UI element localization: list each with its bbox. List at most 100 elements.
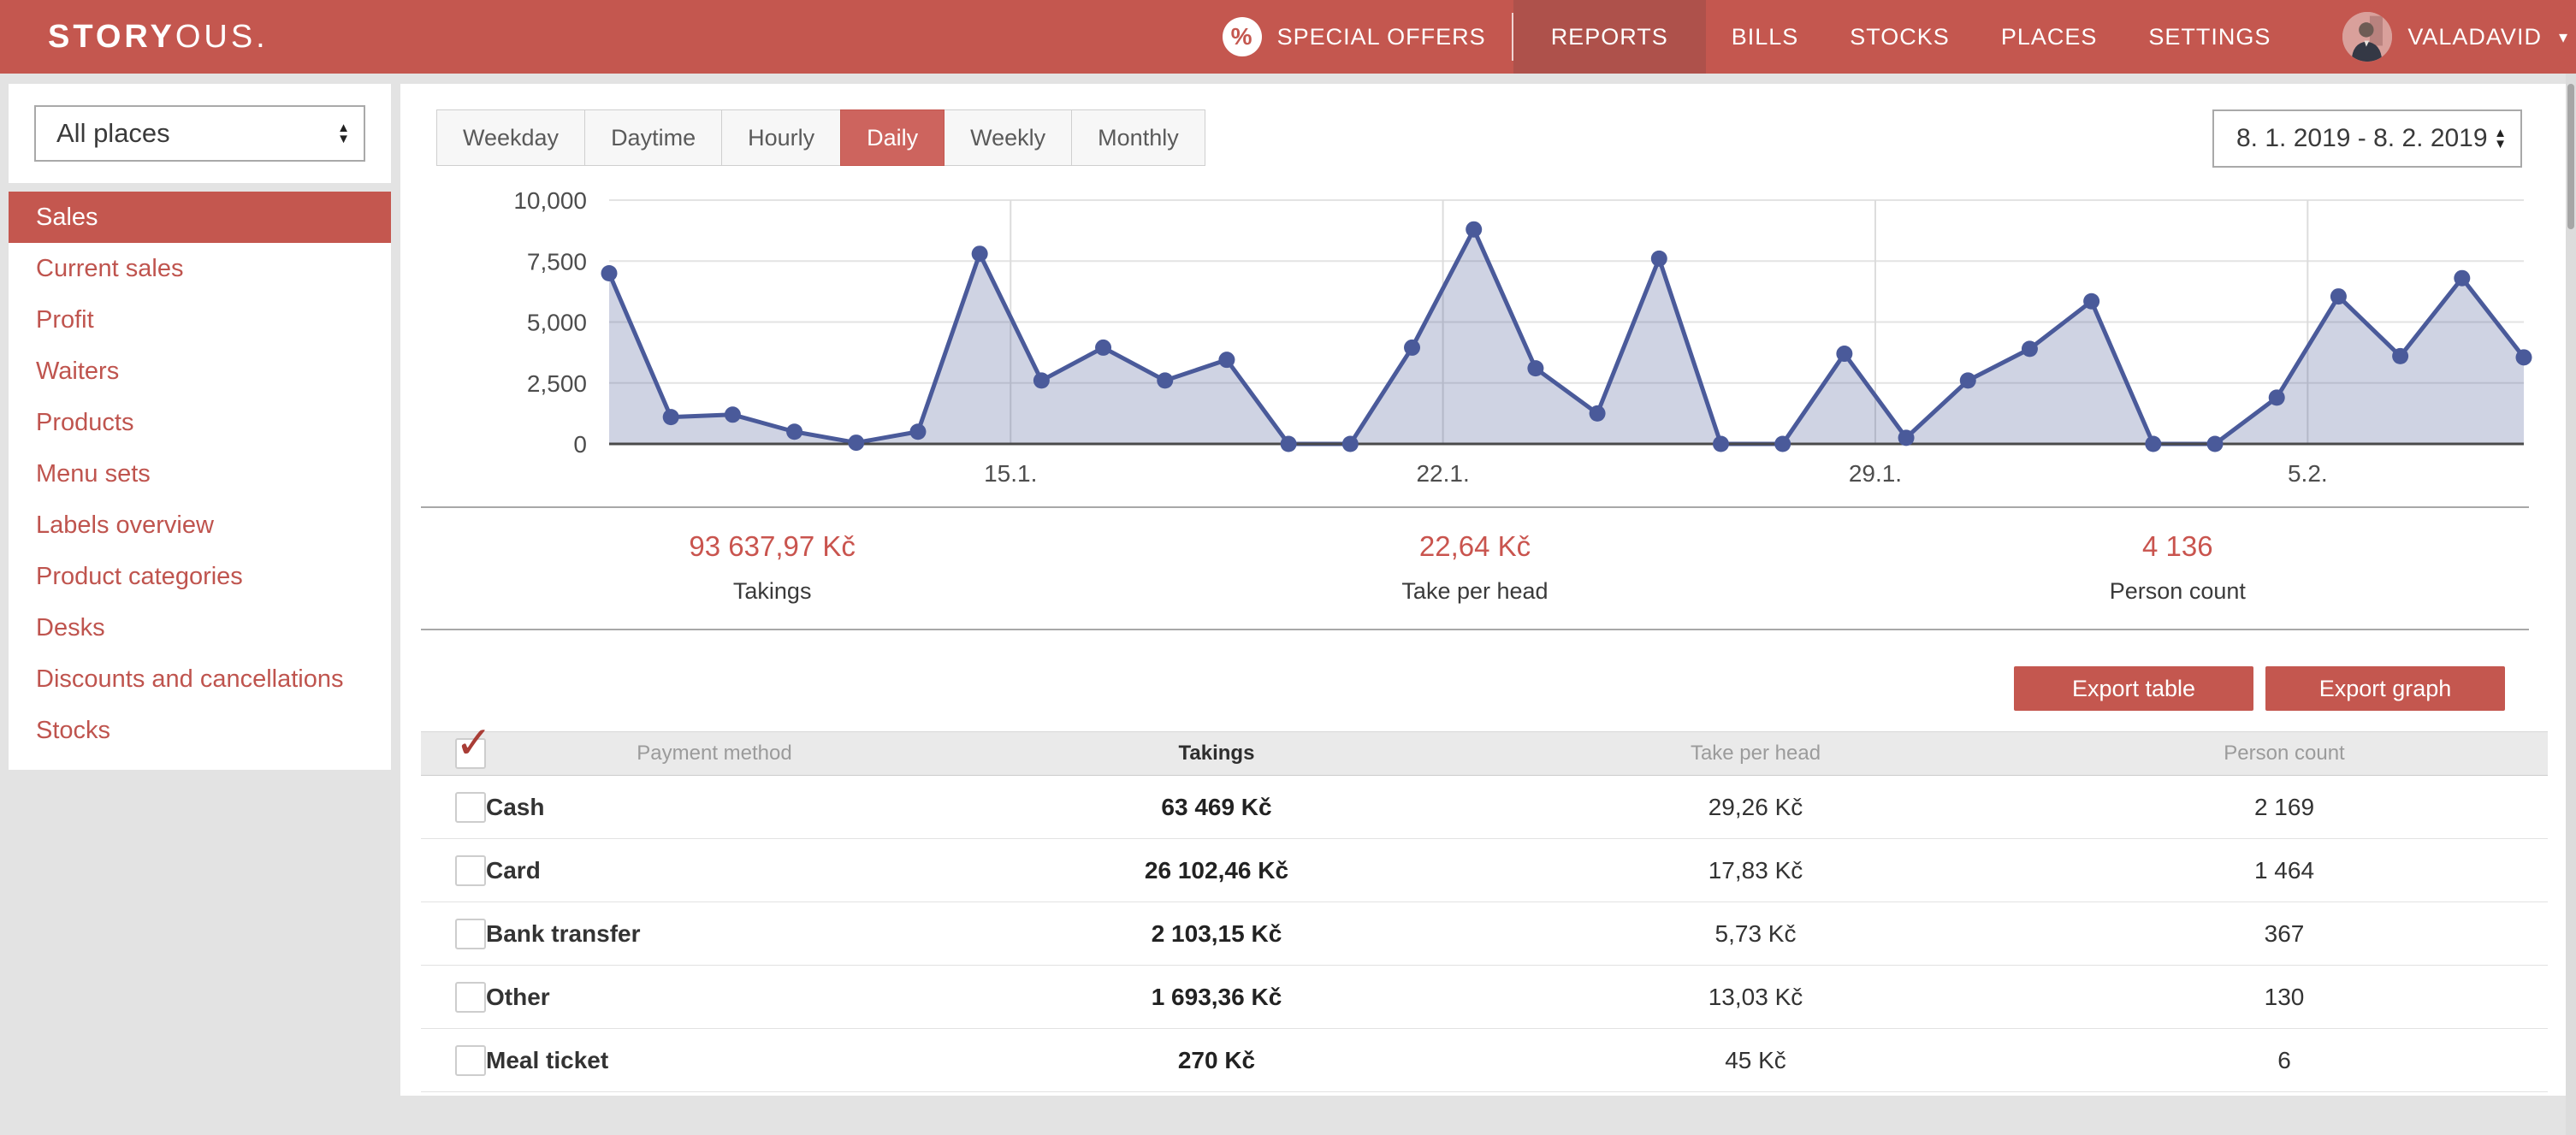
sidebar-item-profit[interactable]: Profit (9, 294, 391, 346)
nav-item-label: STOCKS (1850, 24, 1950, 50)
export-table-button[interactable]: Export table (2014, 666, 2253, 711)
data-point (1960, 372, 1976, 388)
row-checkbox[interactable] (455, 792, 486, 823)
data-point (1342, 436, 1359, 452)
col-header-take-per-head[interactable]: Take per head (1490, 742, 2021, 766)
table-header-row: Payment method Takings Take per head Per… (421, 731, 2548, 776)
user-name: VALADAVID (2407, 24, 2542, 50)
sales-area-chart: 02,5005,0007,50010,00015.1.22.1.29.1.5.2… (400, 174, 2568, 500)
nav-item-label: REPORTS (1551, 24, 1668, 50)
payment-method-cell: Cash (486, 794, 943, 821)
place-filter-card: All places ▲▼ (9, 84, 391, 183)
row-checkbox[interactable] (455, 1045, 486, 1076)
sidebar-item-products[interactable]: Products (9, 397, 391, 448)
nav-item-special-offers[interactable]: % SPECIAL OFFERS (1197, 0, 1512, 74)
export-graph-button[interactable]: Export graph (2265, 666, 2505, 711)
sidebar-item-stocks[interactable]: Stocks (9, 705, 391, 756)
nav-item-stocks[interactable]: STOCKS (1824, 0, 1975, 74)
data-point (1033, 372, 1050, 388)
tab-hourly[interactable]: Hourly (721, 109, 841, 166)
data-point (1157, 372, 1173, 388)
sidebar-item-product-categories[interactable]: Product categories (9, 551, 391, 602)
date-range-select[interactable]: 8. 1. 2019 - 8. 2. 2019 ▲▼ (2212, 109, 2522, 168)
main-panel: WeekdayDaytimeHourlyDailyWeeklyMonthly 8… (400, 84, 2568, 1096)
x-axis-tick-label: 15.1. (984, 460, 1037, 487)
row-checkbox-cell (421, 919, 486, 949)
row-checkbox-cell (421, 982, 486, 1013)
nav-item-label: SPECIAL OFFERS (1277, 24, 1486, 50)
payment-method-cell: Bank transfer (486, 920, 943, 948)
summary-label: Person count (2110, 578, 2246, 605)
app-header: STORYOUS. % SPECIAL OFFERS REPORTS BILLS STO… (0, 0, 2576, 74)
data-point (1651, 251, 1667, 267)
user-menu[interactable]: VALADAVID ▾ (2342, 12, 2567, 62)
tab-weekly[interactable]: Weekly (944, 109, 1072, 166)
storyous-logo[interactable]: STORYOUS. (48, 19, 269, 56)
take-per-head-cell: 5,73 Kč (1490, 920, 2021, 948)
view-tabs: WeekdayDaytimeHourlyDailyWeeklyMonthly (436, 109, 1205, 166)
row-checkbox[interactable] (455, 982, 486, 1013)
row-checkbox[interactable] (455, 919, 486, 949)
row-checkbox-cell (421, 1045, 486, 1076)
y-axis-tick-label: 0 (573, 431, 587, 458)
y-axis-tick-label: 10,000 (513, 187, 587, 214)
row-checkbox-cell (421, 855, 486, 886)
takings-cell: 1 693,36 Kč (943, 984, 1490, 1011)
place-filter-select[interactable]: All places ▲▼ (34, 105, 365, 162)
tab-monthly[interactable]: Monthly (1071, 109, 1205, 166)
data-point (1713, 436, 1729, 452)
sidebar-item-menu-sets[interactable]: Menu sets (9, 448, 391, 500)
summary-label: Take per head (1401, 578, 1548, 605)
sidebar-item-labels-overview[interactable]: Labels overview (9, 500, 391, 551)
vertical-scrollbar[interactable] (2566, 74, 2576, 1135)
y-axis-tick-label: 5,000 (527, 310, 587, 336)
data-point (2392, 348, 2408, 364)
nav-item-settings[interactable]: SETTINGS (2123, 0, 2296, 74)
main-nav: % SPECIAL OFFERS REPORTS BILLS STOCKS PLACESS… (1197, 0, 2297, 74)
summary-item-3: 4 136Person count (1827, 530, 2529, 605)
sidebar-item-waiters[interactable]: Waiters (9, 346, 391, 397)
nav-item-bills[interactable]: BILLS (1706, 0, 1825, 74)
table-row: Cash63 469 Kč29,26 Kč2 169 (421, 776, 2548, 839)
take-per-head-cell: 13,03 Kč (1490, 984, 2021, 1011)
nav-item-reports[interactable]: REPORTS (1513, 0, 1706, 74)
person-count-cell: 2 169 (2021, 794, 2548, 821)
sidebar-item-discounts-and-cancellations[interactable]: Discounts and cancellations (9, 653, 391, 705)
nav-item-label: BILLS (1732, 24, 1799, 50)
logo-bold: STORY (48, 19, 175, 55)
data-point (2454, 270, 2470, 287)
data-point (2207, 436, 2224, 452)
data-point (1404, 340, 1420, 356)
take-per-head-cell: 17,83 Kč (1490, 857, 2021, 884)
sidebar-gap (9, 183, 391, 192)
col-header-payment-method[interactable]: Payment method (486, 742, 943, 766)
tab-weekday[interactable]: Weekday (436, 109, 585, 166)
summary-bar: 93 637,97 KčTakings22,64 KčTake per head… (421, 506, 2529, 630)
row-checkbox[interactable] (455, 855, 486, 886)
scrollbar-thumb[interactable] (2567, 84, 2574, 229)
person-count-cell: 130 (2021, 984, 2548, 1011)
tab-daytime[interactable]: Daytime (584, 109, 722, 166)
data-point (725, 406, 741, 423)
nav-item-places[interactable]: PLACES (1975, 0, 2123, 74)
data-point (1095, 340, 1111, 356)
sidebar-item-current-sales[interactable]: Current sales (9, 243, 391, 294)
col-header-takings[interactable]: Takings (943, 742, 1490, 766)
summary-value: 22,64 Kč (1419, 530, 1531, 563)
data-point (1218, 352, 1235, 368)
tab-daily[interactable]: Daily (840, 109, 945, 166)
data-point (1774, 436, 1791, 452)
table-row: Meal ticket270 Kč45 Kč6 (421, 1029, 2548, 1092)
takings-cell: 270 Kč (943, 1047, 1490, 1074)
sidebar-item-sales[interactable]: Sales (9, 192, 391, 243)
col-header-person-count[interactable]: Person count (2021, 742, 2548, 766)
sidebar-item-desks[interactable]: Desks (9, 602, 391, 653)
select-all-checkbox[interactable] (455, 738, 486, 769)
table-row: Other1 693,36 Kč13,03 Kč130 (421, 966, 2548, 1029)
export-actions: Export table Export graph (400, 666, 2505, 711)
date-range-value: 8. 1. 2019 - 8. 2. 2019 (2236, 124, 2488, 153)
table-header-checkbox-cell (421, 738, 486, 769)
percent-badge-icon: % (1223, 17, 1262, 56)
screen: STORYOUS. % SPECIAL OFFERS REPORTS BILLS STO… (0, 0, 2576, 1135)
logo-light: OUS. (175, 19, 269, 55)
